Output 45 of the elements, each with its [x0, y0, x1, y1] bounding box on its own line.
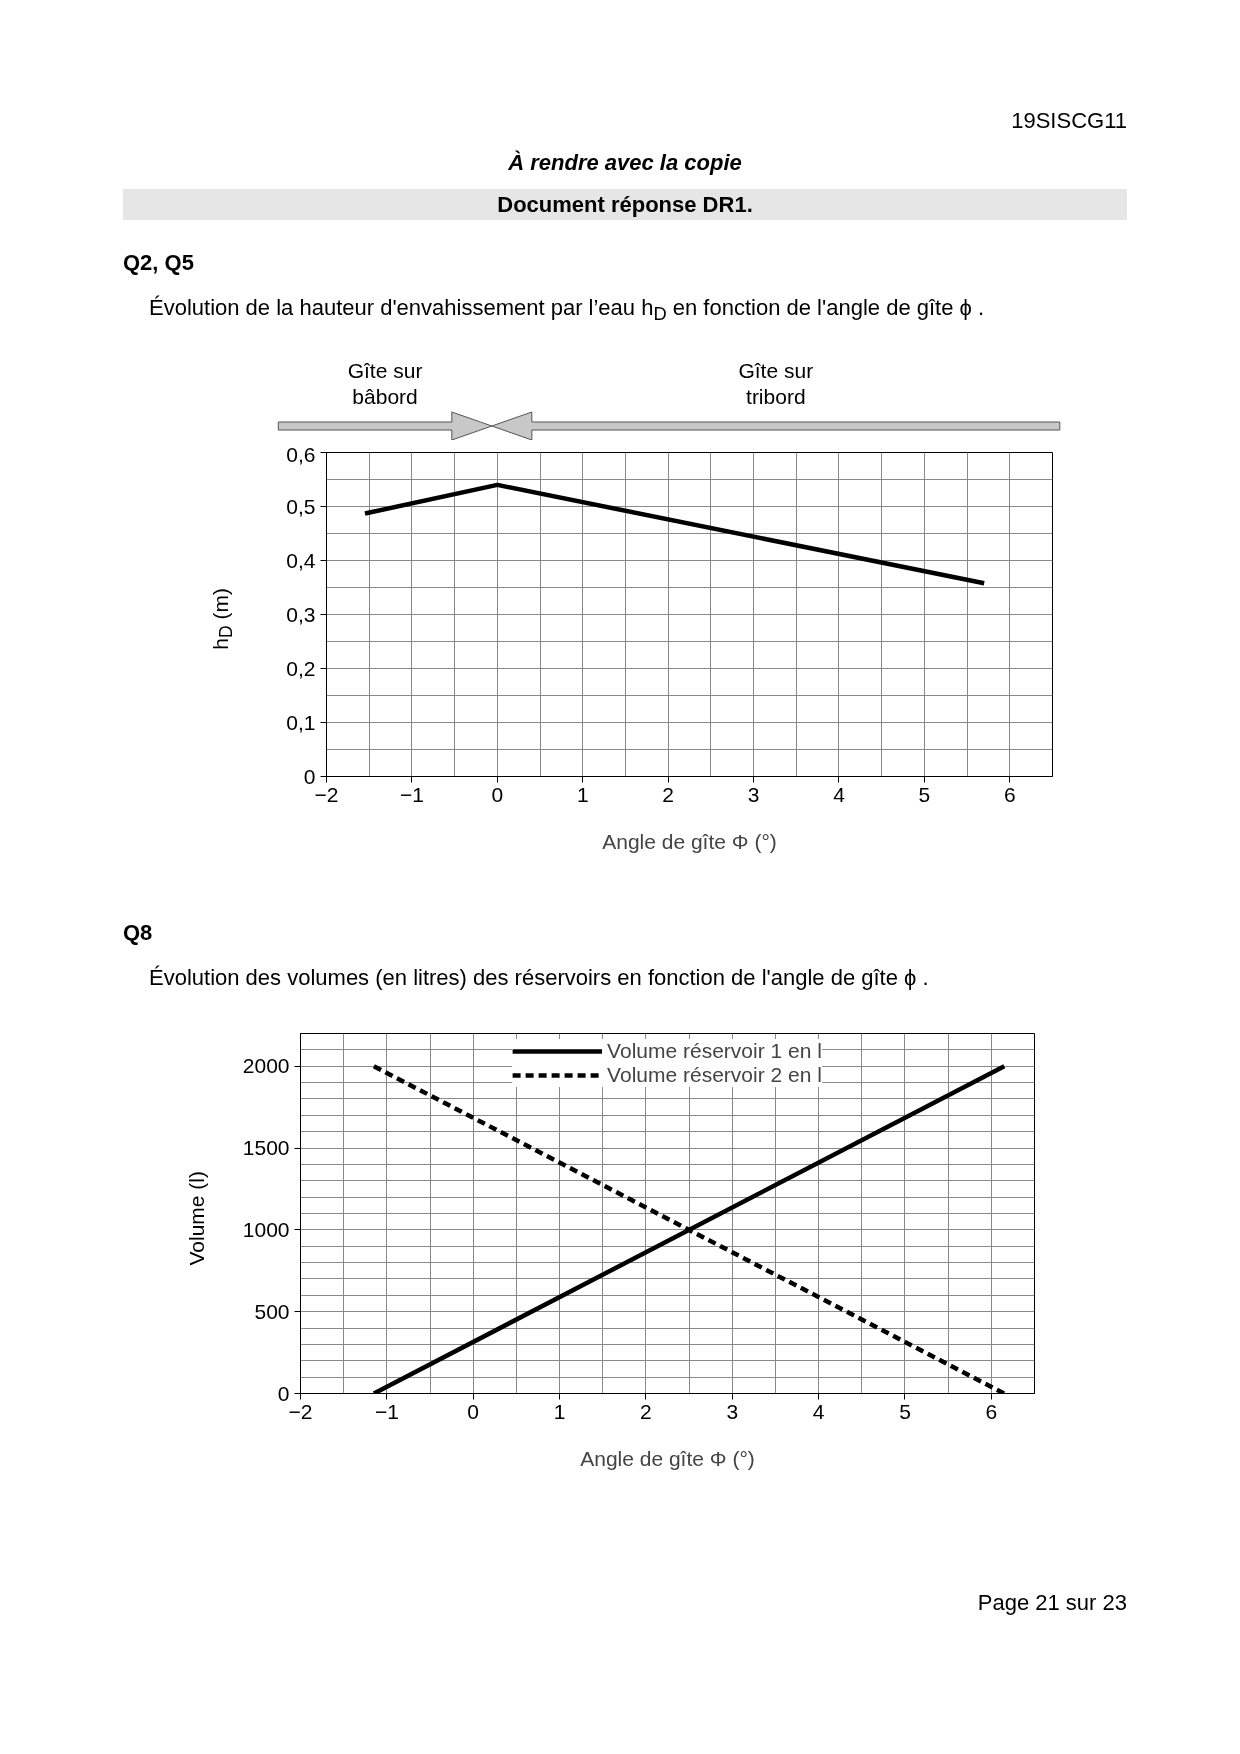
x-tick-label: 3: [747, 782, 760, 806]
y-tick-label: 0,2: [286, 656, 316, 680]
x-tick-label: 4: [833, 782, 846, 806]
x-tick-label: 2: [640, 1399, 652, 1423]
y-tick-label: 0,4: [286, 548, 316, 572]
text: Gîte sur tribord: [737, 358, 815, 411]
chart-subtitle: Évolution des volumes (en litres) des réservoirs en fonction de l'angle de gîte ϕ .: [149, 963, 929, 992]
y-axis-title: Volume (l): [184, 1170, 209, 1266]
x-tick-label: 4: [812, 1399, 825, 1423]
legend-label: Volume réservoir 2 en l: [607, 1063, 822, 1088]
y-tick-label: 0,3: [286, 602, 316, 626]
x-tick-label: 6: [1003, 782, 1016, 806]
text: À rendre avec la copie: [508, 149, 742, 178]
x-tick-label: −2: [314, 782, 339, 806]
x-tick-label: 0: [467, 1399, 480, 1423]
text: Page 21 sur 23: [977, 1589, 1127, 1618]
chart-title: Q8: [123, 919, 153, 948]
y-tick-label: 1000: [242, 1217, 290, 1241]
x-tick-label: 1: [576, 782, 589, 806]
y-tick-label: 0,6: [286, 442, 316, 466]
x-tick-label: 2: [662, 782, 674, 806]
x-tick-label: 6: [985, 1399, 998, 1423]
x-axis-title: Angle de gîte Φ (°): [602, 829, 777, 853]
y-tick-label: 0,5: [286, 494, 316, 518]
y-tick-label: 0: [277, 1381, 290, 1405]
y-tick-label: 0: [303, 764, 316, 788]
x-tick-label: 5: [918, 782, 931, 806]
x-tick-label: 0: [491, 782, 504, 806]
x-axis-title: Angle de gîte Φ (°): [580, 1446, 755, 1470]
x-tick-label: 3: [726, 1399, 739, 1423]
text: 19SISCG11: [1011, 107, 1127, 135]
y-tick-label: 2000: [242, 1054, 290, 1078]
x-tick-label: 1: [553, 1399, 566, 1423]
text: Gîte sur bâbord: [346, 358, 424, 411]
x-tick-label: −1: [374, 1399, 399, 1423]
legend-label: Volume réservoir 1 en l: [607, 1039, 822, 1064]
y-tick-label: 0,1: [286, 710, 316, 734]
text: Document réponse DR1.: [497, 190, 753, 219]
x-tick-label: −2: [288, 1399, 313, 1423]
chart-title: Q2, Q5: [123, 249, 194, 278]
chart-subtitle: Évolution de la hauteur d'envahissement par l’eau h$_{D}$ en fonction de l'angle de gîte ϕ .: [149, 293, 985, 327]
x-tick-label: −1: [399, 782, 424, 806]
y-tick-label: 500: [254, 1299, 290, 1323]
x-tick-label: 5: [899, 1399, 911, 1423]
y-tick-label: 1500: [242, 1136, 290, 1160]
